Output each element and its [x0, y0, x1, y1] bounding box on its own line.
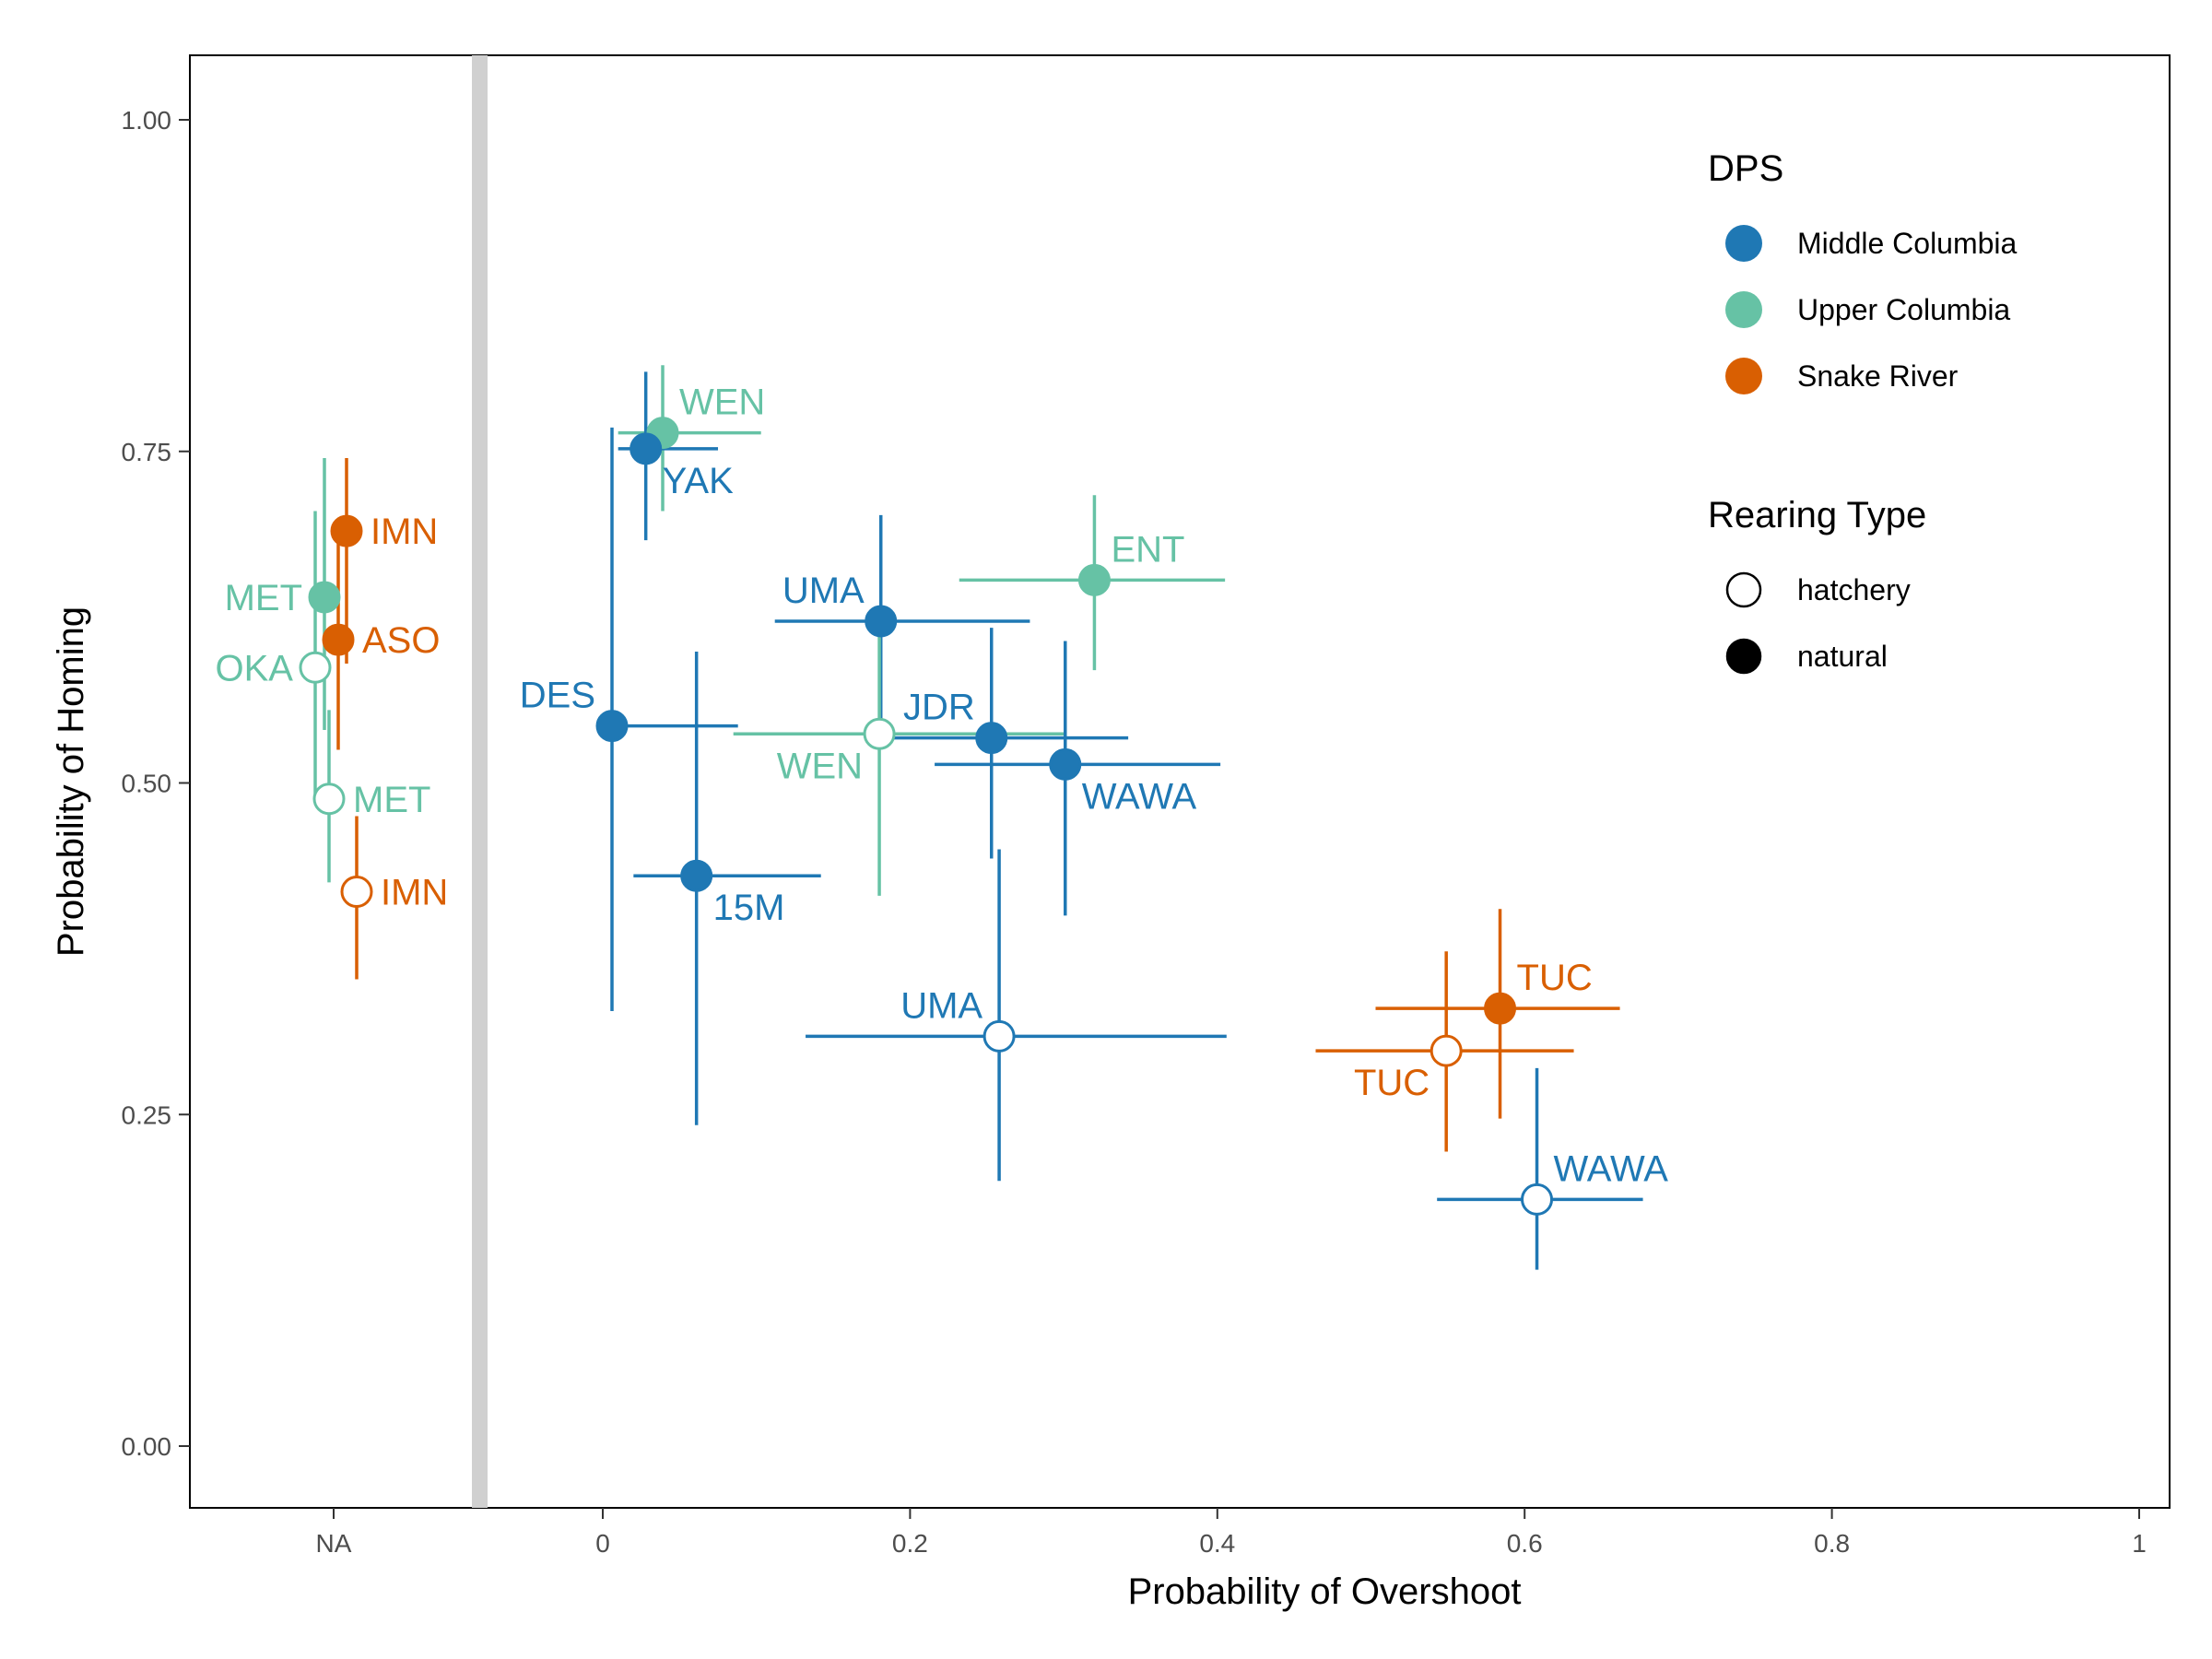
data-point [330, 514, 363, 547]
point-labels: IMN MET ASO OKA MET IMN WEN YAK ENT UMA DES WEN JDR W… [216, 382, 1669, 1190]
data-point [322, 623, 355, 656]
point-label: YAK [663, 461, 734, 501]
point-label: WEN [679, 382, 765, 423]
legend-shape-label: hatchery [1797, 573, 1911, 606]
point-label: UMA [782, 571, 865, 611]
legend-color-key [1725, 291, 1762, 328]
y-tick-label: 0.25 [122, 1100, 172, 1129]
x-tick-label: NA [316, 1529, 352, 1558]
point-label: DES [520, 676, 595, 716]
legend-shape-key [1725, 638, 1762, 675]
point-label: MET [353, 780, 430, 820]
data-point [1049, 747, 1082, 781]
y-tick-label: 0.50 [122, 770, 172, 798]
x-tick-label: 0.4 [1199, 1529, 1235, 1558]
plot-panel [189, 54, 2171, 1509]
y-tick-label: 0.00 [122, 1432, 172, 1461]
legend-color-key [1725, 358, 1762, 394]
y-axis: 0.00 0.25 0.50 0.75 1.00 [122, 106, 190, 1461]
x-tick-label: 0.2 [892, 1529, 928, 1558]
legend-shape-items: hatchery natural [1725, 571, 1911, 675]
data-point [680, 859, 713, 892]
y-tick-label: 0.75 [122, 438, 172, 466]
legend-title-rearing: Rearing Type [1708, 495, 1926, 535]
data-point [863, 717, 896, 750]
y-tick-label: 1.00 [122, 106, 172, 135]
legend-color-label: Upper Columbia [1797, 293, 2010, 326]
data-point [975, 722, 1008, 755]
point-label: MET [225, 578, 302, 618]
data-points [299, 417, 1554, 1216]
point-label: JDR [903, 688, 975, 728]
point-label: WAWA [1554, 1148, 1669, 1189]
legend: DPS Rearing Type Middle Columbia Upper Co… [1708, 148, 2018, 675]
x-tick-label: 0.6 [1507, 1529, 1543, 1558]
point-label: 15M [713, 888, 785, 928]
x-tick-label: 1 [2132, 1529, 2147, 1558]
point-label: ASO [362, 620, 440, 661]
point-label: WAWA [1082, 776, 1197, 817]
data-point [312, 782, 346, 816]
x-tick-label: 0.8 [1814, 1529, 1850, 1558]
point-label: ENT [1111, 529, 1184, 570]
data-point [1430, 1034, 1463, 1067]
data-point [865, 605, 898, 638]
na-separator-line [472, 55, 488, 1508]
point-label: UMA [900, 985, 982, 1026]
point-label: WEN [777, 746, 863, 786]
point-label: TUC [1354, 1063, 1430, 1103]
data-point [299, 651, 332, 684]
data-point [629, 432, 663, 465]
legend-color-label: Middle Columbia [1797, 227, 2018, 260]
data-point [1077, 563, 1111, 596]
point-label: IMN [381, 872, 448, 912]
legend-color-items: Middle Columbia Upper Columbia Snake River [1725, 225, 2018, 394]
legend-shape-label: natural [1797, 640, 1888, 673]
data-point [595, 710, 629, 743]
point-label: IMN [371, 512, 438, 552]
legend-color-label: Snake River [1797, 359, 1959, 393]
legend-color-key [1725, 225, 1762, 262]
point-label: TUC [1517, 958, 1593, 998]
data-point [1484, 992, 1517, 1025]
data-point [340, 875, 373, 908]
legend-title-dps: DPS [1708, 148, 1783, 189]
data-point [308, 581, 341, 614]
y-axis-title: Probability of Homing [51, 606, 91, 957]
point-label: OKA [216, 648, 294, 688]
x-tick-label: 0 [595, 1529, 610, 1558]
legend-shape-key [1725, 571, 1762, 608]
x-axis: NA 0 0.2 0.4 0.6 0.8 1 [316, 1508, 2147, 1558]
data-point [982, 1019, 1016, 1053]
data-point [1521, 1182, 1554, 1216]
x-axis-title: Probability of Overshoot [1128, 1571, 1522, 1612]
